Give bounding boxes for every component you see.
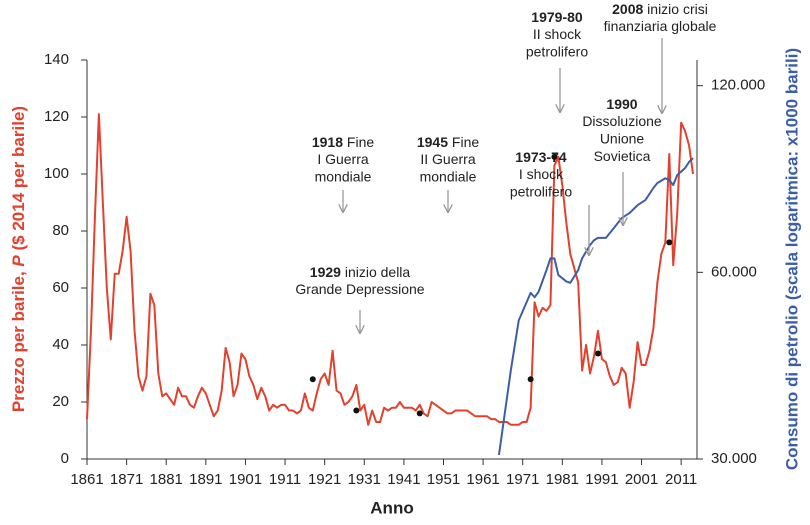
y-tick-label: 0 — [61, 450, 69, 467]
annotation-title: 2008 inizio crisi — [612, 1, 708, 17]
y-axis-title-part: Prezzo per barile, — [9, 267, 28, 413]
annotation-line: mondiale — [315, 169, 372, 185]
annotation-line: I shock — [519, 166, 564, 182]
x-tick-label: 1991 — [585, 471, 618, 488]
annotation-text: inizio della — [345, 264, 411, 280]
x-tick-label: 1901 — [229, 471, 262, 488]
y-axis-title: Prezzo per barile, P ($ 2014 per barile) — [9, 106, 28, 412]
annotation-line: Unione — [600, 131, 645, 147]
x-axis-title: Anno — [370, 498, 413, 517]
y-tick-label: 120 — [44, 108, 69, 125]
annotation-year: 1973-74 — [515, 149, 567, 165]
annotation-line: Sovietica — [594, 148, 651, 164]
annotation-text: Fine — [347, 134, 374, 150]
annotation-year: 1990 — [606, 96, 637, 112]
x-tick-label: 1921 — [308, 471, 341, 488]
y-axis-title-part: P — [9, 255, 28, 267]
annotation-line: I Guerra — [317, 151, 369, 167]
event-dot — [594, 350, 601, 357]
annotation-line: finanziaria globale — [604, 18, 717, 34]
annotation-text: Fine — [452, 134, 479, 150]
y2-tick-label: 60.000 — [711, 263, 757, 280]
annotation-year: 1929 — [310, 264, 341, 280]
x-tick-label: 1941 — [387, 471, 420, 488]
annotation-year: 1918 — [312, 134, 343, 150]
annotation-line: petrolifero — [510, 184, 572, 200]
annotation-title: 1945 Fine — [417, 134, 479, 150]
annotation-line: petrolifero — [526, 44, 588, 60]
y-tick-label: 80 — [52, 222, 69, 239]
annotation-text: inizio crisi — [647, 1, 708, 17]
series-line — [86, 113, 695, 426]
x-tick-label: 2011 — [665, 471, 697, 488]
x-tick-label: 1931 — [348, 471, 381, 488]
x-tick-label: 1961 — [466, 471, 499, 488]
y2-tick-label: 30.000 — [711, 450, 757, 467]
x-tick-label: 1871 — [110, 471, 143, 488]
annotation-line: II Guerra — [420, 151, 475, 167]
annotation-line: Dissoluzione — [582, 113, 662, 129]
annotation-year: 2008 — [612, 1, 643, 17]
annotation-title: 1918 Fine — [312, 134, 374, 150]
x-tick-label: 1971 — [506, 471, 539, 488]
x-tick-label: 1861 — [70, 471, 103, 488]
x-tick-label: 2001 — [625, 471, 658, 488]
annotation-line: II shock — [533, 26, 582, 42]
y-tick-label: 20 — [52, 393, 69, 410]
annotation-year: 1945 — [417, 134, 448, 150]
annotation-year: 1979-80 — [531, 9, 583, 25]
annotation-line: Grande Depressione — [295, 281, 424, 297]
event-dot — [309, 376, 316, 383]
event-dot — [416, 410, 423, 417]
event-dot — [666, 239, 673, 246]
annotation-title: 1929 inizio della — [310, 264, 411, 280]
y-axis-title-part: ($ 2014 per barile) — [9, 106, 28, 255]
y2-tick-label: 120.000 — [711, 77, 765, 94]
x-tick-label: 1881 — [150, 471, 183, 488]
y-tick-label: 60 — [52, 279, 69, 296]
annotation-title: 1973-74 — [515, 149, 567, 165]
event-dot — [353, 407, 360, 414]
event-dot — [551, 153, 558, 160]
y-tick-label: 100 — [44, 165, 69, 182]
event-dot — [527, 376, 534, 383]
y-tick-label: 140 — [44, 51, 69, 68]
x-tick-label: 1891 — [189, 471, 222, 488]
y-tick-label: 40 — [52, 336, 69, 353]
y2-axis-title: Consumo di petrolio (scala logaritmica: … — [782, 48, 801, 470]
x-tick-label: 1981 — [546, 471, 579, 488]
x-tick-label: 1951 — [427, 471, 460, 488]
annotation-line: mondiale — [420, 169, 477, 185]
annotation-title: 1990 — [606, 96, 637, 112]
annotation-title: 1979-80 — [531, 9, 583, 25]
x-tick-label: 1911 — [269, 471, 301, 488]
series-line — [497, 157, 694, 456]
